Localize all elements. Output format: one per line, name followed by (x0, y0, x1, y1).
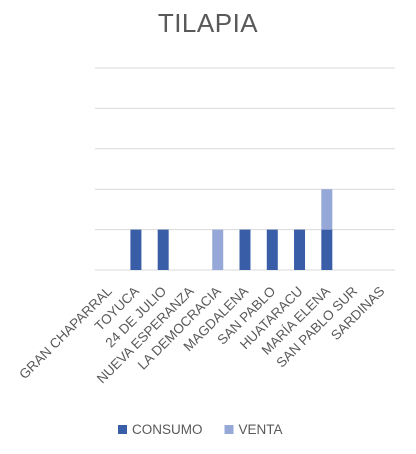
bar-consumo (321, 229, 333, 270)
chart-title: TILAPIA (157, 8, 259, 38)
bars (130, 189, 333, 270)
bar-consumo (266, 229, 278, 270)
bar-venta (212, 229, 224, 270)
legend-label: CONSUMO (132, 422, 203, 437)
legend: CONSUMO VENTA (118, 422, 283, 437)
bar-consumo (130, 229, 142, 270)
legend-label: VENTA (239, 422, 283, 437)
legend-swatch (118, 425, 127, 434)
bar-consumo (157, 229, 169, 270)
legend-swatch (224, 425, 234, 434)
bar-venta (321, 189, 333, 230)
bar-consumo (294, 229, 306, 270)
bar-consumo (239, 229, 251, 270)
